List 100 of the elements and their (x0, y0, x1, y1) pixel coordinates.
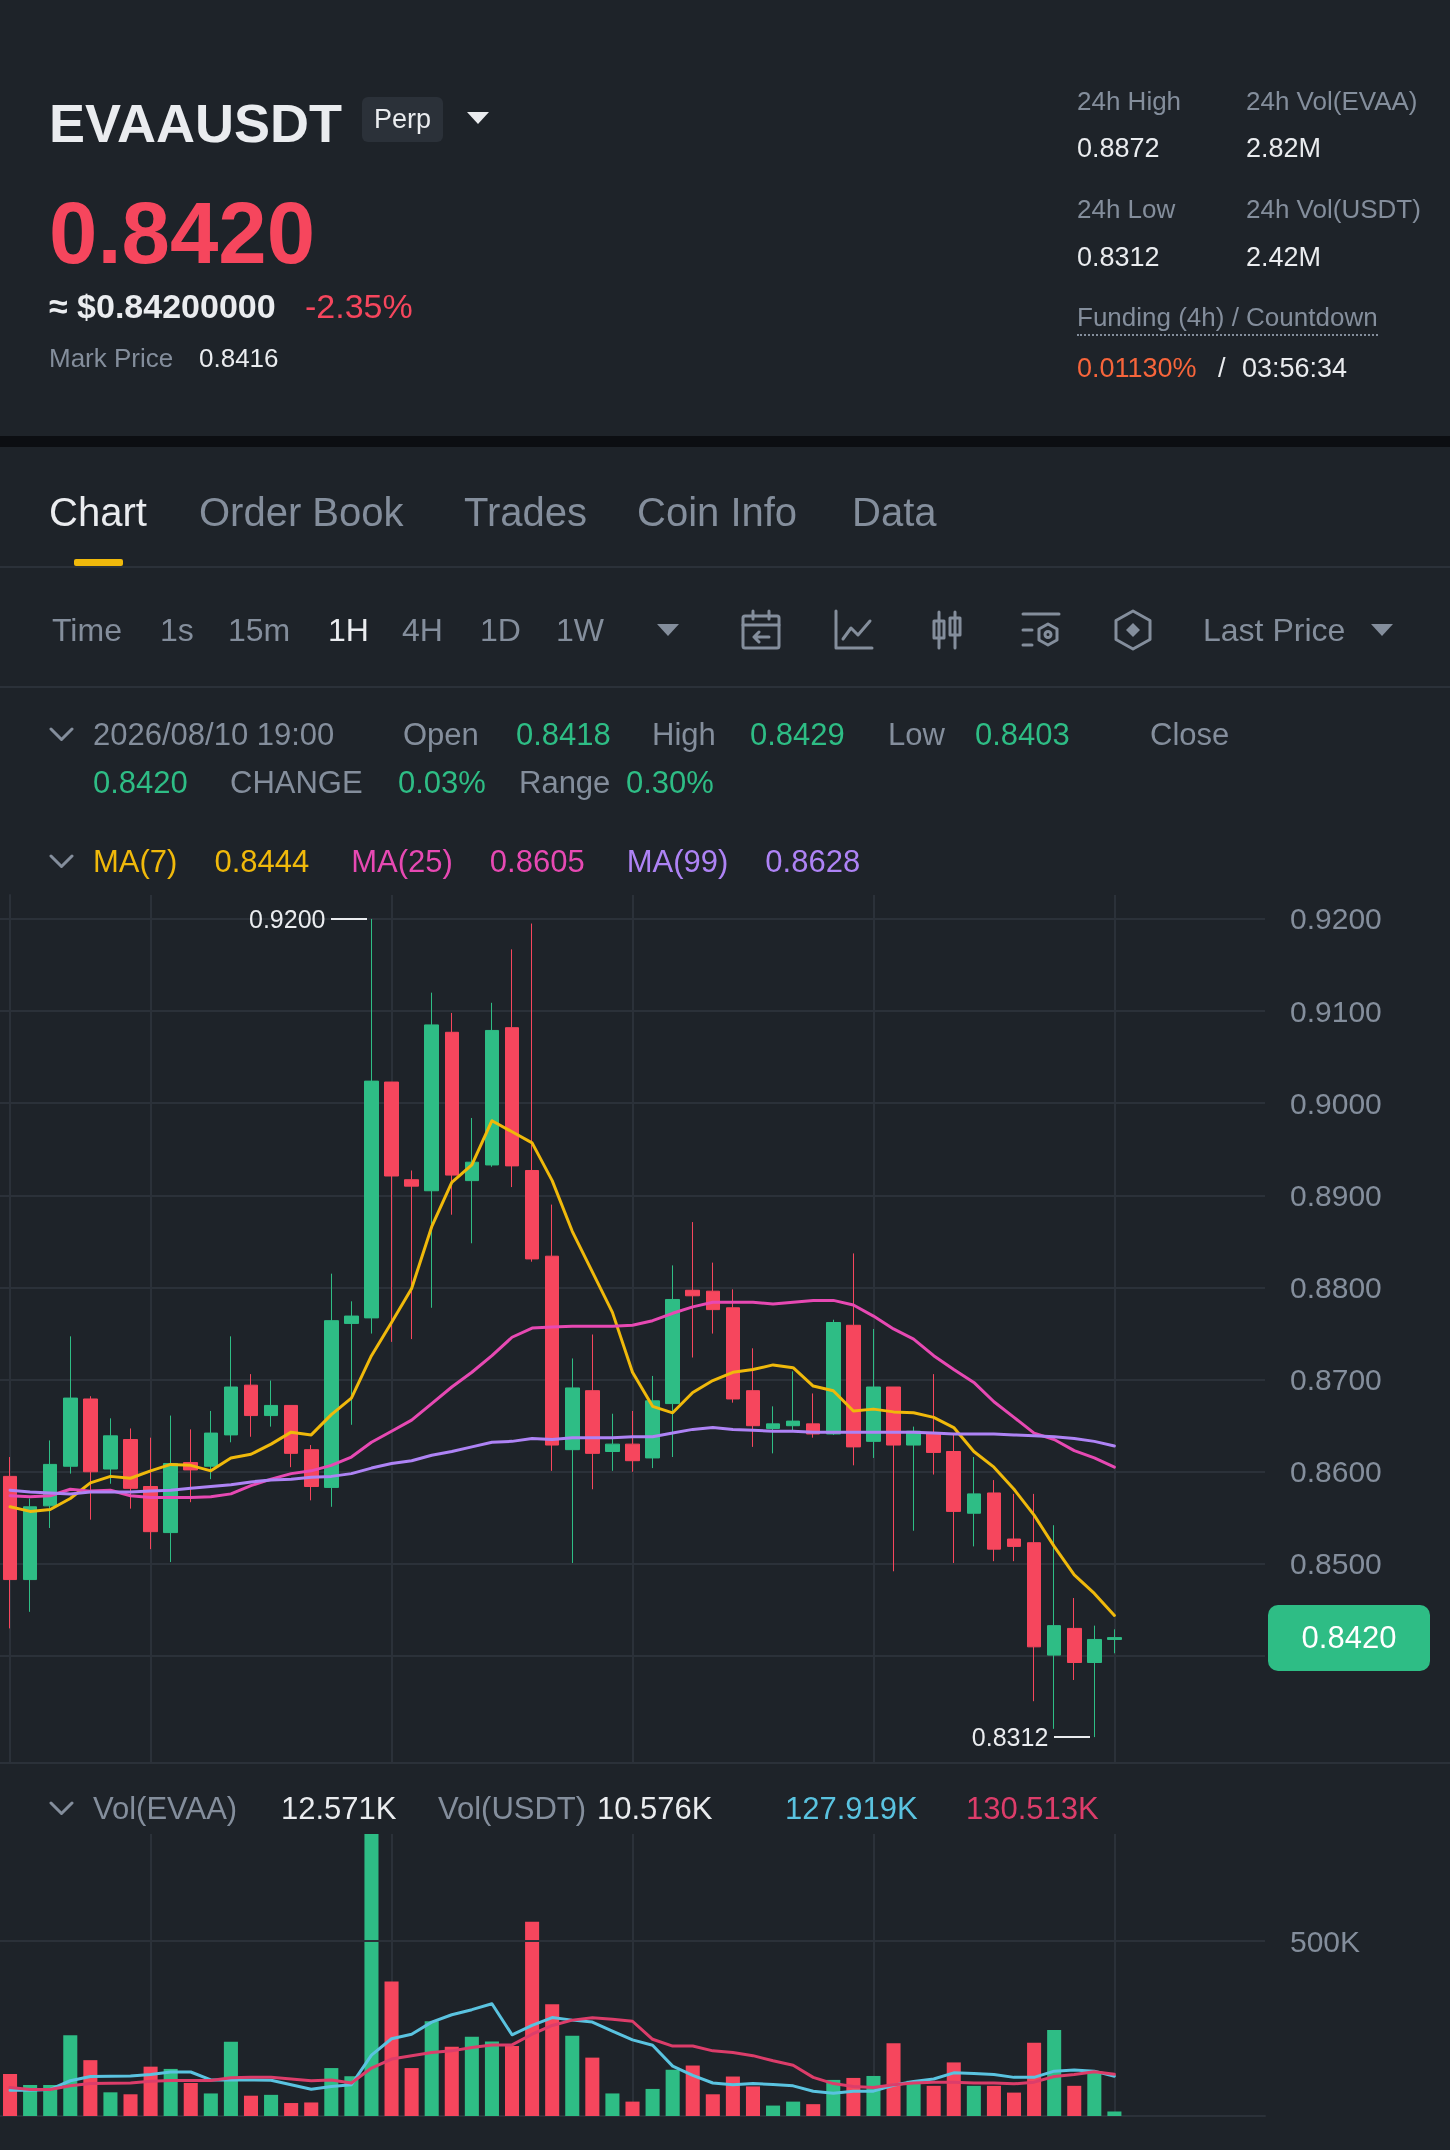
bar (424, 2021, 439, 2116)
bar (364, 1834, 379, 2116)
candlestick (645, 1375, 660, 1469)
candlestick (103, 1417, 118, 1485)
candlestick (485, 1002, 499, 1168)
text: ≈ $0.84200000 (49, 285, 276, 327)
candlestick (23, 1497, 37, 1613)
candlestick (746, 1347, 760, 1448)
text: Funding (4h) / Countdown (1077, 302, 1378, 336)
text: 1W (556, 610, 604, 650)
text: 1D (480, 610, 521, 650)
bar (304, 2102, 319, 2116)
candlestick (3, 1456, 17, 1629)
text: 2.82M (1246, 131, 1322, 165)
bar (505, 2046, 520, 2116)
bar (3, 2073, 18, 2116)
candlestick (625, 1410, 640, 1473)
candlestick (886, 1386, 901, 1572)
candlestick (565, 1357, 580, 1564)
bar (284, 2103, 299, 2116)
bar (203, 2093, 218, 2116)
line-series (8, 1119, 1116, 1617)
text: CHANGE (230, 764, 363, 802)
candlestick (987, 1479, 1001, 1562)
candlestick (224, 1335, 238, 1443)
text: 24h Vol(USDT) (1246, 194, 1421, 226)
bar (766, 2105, 781, 2116)
annotation: 0.8312 (971, 1722, 1049, 1753)
bar (464, 2036, 479, 2116)
text: 0.8420 (1268, 1604, 1430, 1671)
candlestick (585, 1333, 600, 1490)
bar (685, 2065, 700, 2116)
candlestick (545, 1204, 559, 1472)
bar (1006, 2092, 1022, 2116)
candlestick (344, 1300, 359, 1426)
y-tick-label: 0.8700 (1290, 1363, 1382, 1397)
bar (625, 2101, 640, 2116)
bar (926, 2085, 941, 2116)
text: 1s (160, 610, 194, 650)
candlestick (525, 923, 539, 1263)
text: / (1218, 351, 1226, 385)
text: MA(99) (626, 843, 729, 881)
text: 2.42M (1246, 240, 1322, 274)
bar (665, 2069, 680, 2116)
bar (444, 2046, 459, 2116)
text: 24h Low (1077, 194, 1176, 226)
candlestick (364, 918, 379, 1335)
candlestick (766, 1405, 780, 1454)
annotation: 0.9200 (248, 903, 326, 934)
text: High (652, 716, 716, 754)
candlestick (665, 1264, 680, 1458)
text: Last Price (1203, 610, 1346, 650)
bar (986, 2085, 1001, 2116)
candlestick (324, 1273, 339, 1508)
text: Vol(EVAA) (93, 1790, 238, 1828)
y-tick-label: 0.9100 (1290, 994, 1382, 1028)
text: Data (852, 489, 937, 536)
bar (404, 2068, 419, 2116)
candlestick (63, 1335, 78, 1475)
candlestick (424, 992, 439, 1309)
bar (605, 2093, 620, 2116)
text: 10.576K (597, 1790, 713, 1828)
candlestick (123, 1427, 138, 1510)
candlestick (846, 1252, 861, 1466)
text: 0.8312 (1077, 240, 1160, 274)
bar (123, 2094, 138, 2116)
bar (384, 1981, 399, 2116)
text: MA(25) (351, 843, 453, 881)
bar (103, 2092, 118, 2116)
text: 24h Vol(EVAA) (1246, 86, 1418, 118)
text: 24h High (1077, 86, 1182, 118)
text: 0.01130% (1077, 351, 1197, 385)
text: Perp (362, 97, 444, 142)
text: 130.513K (966, 1790, 1099, 1828)
line-series (8, 1426, 1116, 1496)
text: 12.571K (281, 1790, 397, 1828)
bar (243, 2095, 259, 2116)
candlestick (83, 1395, 98, 1521)
text: 0.8605 (489, 843, 585, 881)
candlestick (685, 1221, 700, 1359)
y-tick-label: 0.8900 (1290, 1178, 1382, 1212)
text: 0.8444 (214, 843, 310, 881)
text: 0.8420 (93, 764, 188, 802)
candlestick (926, 1373, 941, 1476)
y-tick-label: 0.8500 (1290, 1547, 1382, 1581)
y-tick-label: 0.8600 (1290, 1455, 1382, 1489)
text: Mark Price (49, 343, 174, 375)
candlestick (284, 1404, 298, 1468)
bar (1047, 2029, 1062, 2116)
candlestick (465, 1117, 479, 1244)
bar (1027, 2042, 1042, 2116)
text: 4H (402, 610, 443, 650)
bar (264, 2094, 279, 2116)
bar (886, 2043, 901, 2116)
text: Trades (464, 489, 588, 536)
ref-line-label: 500K (1290, 1924, 1361, 1958)
text: 127.919K (785, 1790, 918, 1828)
text: Vol(USDT) (438, 1790, 587, 1828)
y-tick-label: 0.9200 (1290, 902, 1382, 936)
text: 2026/08/10 19:00 (93, 716, 335, 754)
